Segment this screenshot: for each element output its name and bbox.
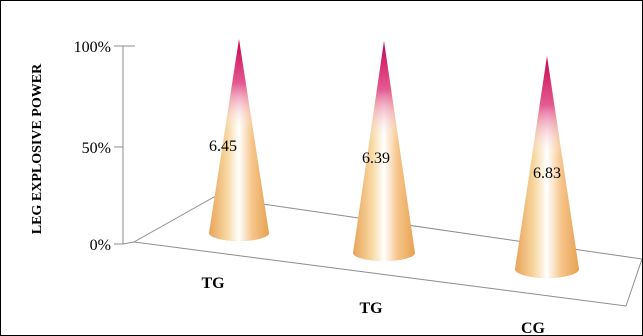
cone-series: 6.45 6.39 6.83: [209, 39, 579, 278]
data-label: 6.83: [533, 165, 561, 182]
y-tick-label: 100%: [74, 39, 111, 56]
y-tick-label: 50%: [82, 140, 111, 157]
category-labels: TG TG CG: [201, 275, 545, 335]
category-label: CG: [521, 320, 546, 335]
y-ticks: [114, 45, 123, 245]
data-label: 6.45: [209, 138, 237, 155]
cone-bar: 6.39: [353, 41, 415, 261]
category-label: TG: [201, 275, 225, 292]
y-tick-label: 0%: [90, 237, 111, 254]
floor-front-edge: [122, 241, 135, 245]
cone-tip-shade: [353, 41, 415, 261]
cone-bar: 6.83: [515, 56, 579, 278]
data-label: 6.39: [362, 150, 390, 167]
cone-bar: 6.45: [209, 39, 269, 241]
y-tick-labels: 100% 50% 0%: [74, 39, 111, 254]
category-label: TG: [359, 300, 383, 317]
cone-tip-shade: [209, 39, 269, 241]
y-axis-title: LEG EXPLOSIVE POWER: [30, 63, 45, 234]
cone-tip-shade: [515, 56, 579, 278]
